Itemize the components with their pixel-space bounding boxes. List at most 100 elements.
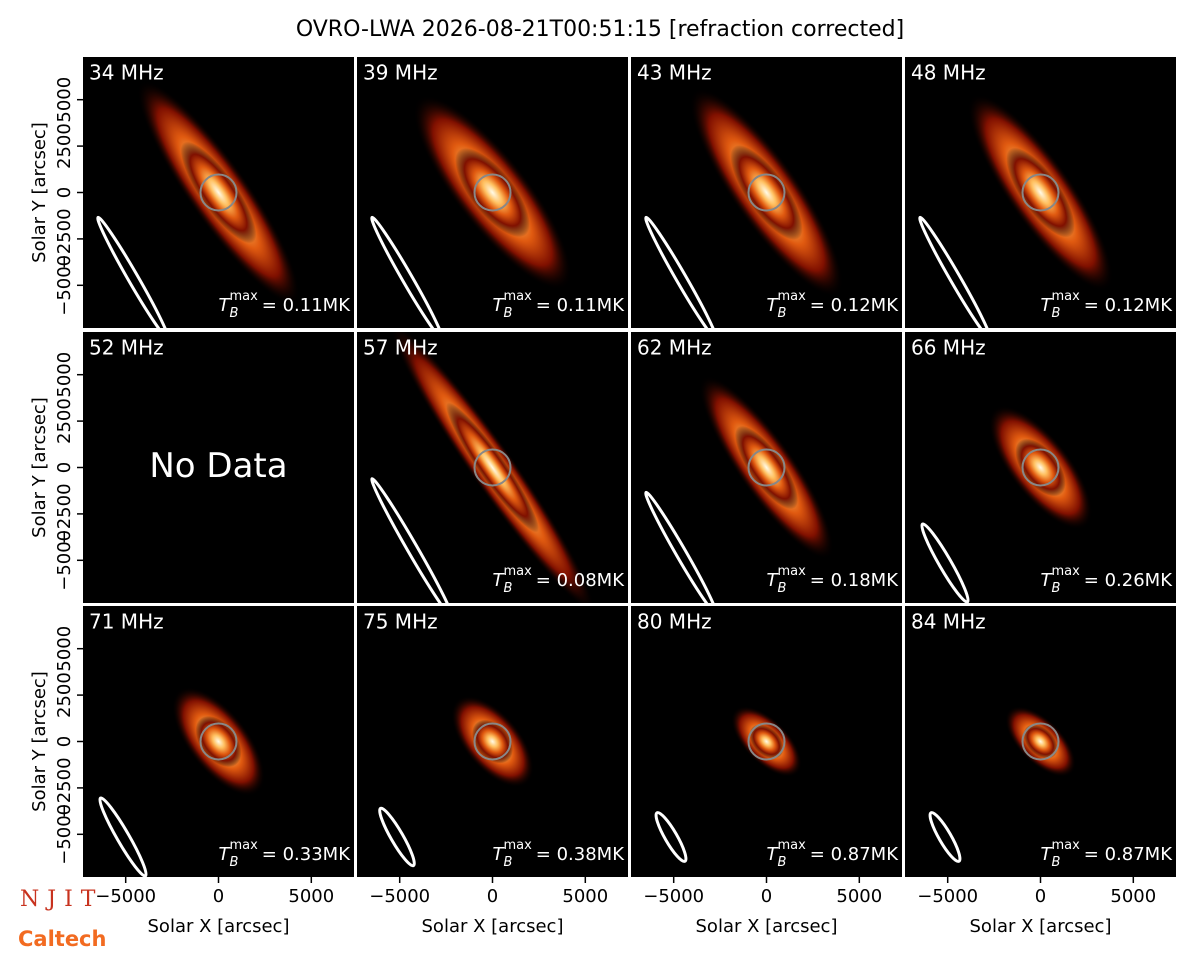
no-data: No Data: [149, 446, 287, 486]
annotation: TBmax = 0.26MK: [1041, 564, 1174, 596]
beam: [920, 522, 970, 603]
emission-core: [749, 724, 784, 759]
annotation: TBmax = 0.12MK: [767, 289, 900, 321]
annotation-text: = 0.26MK: [1084, 570, 1173, 591]
annotation-subscript: B: [504, 855, 513, 870]
x-tick-label: 5000: [562, 886, 608, 907]
annotation-superscript: max: [503, 838, 532, 853]
annotation-symbol: T: [219, 295, 232, 316]
emission-core: [734, 425, 799, 510]
panel-title: 52 MHz: [89, 336, 164, 360]
annotation-subscript: B: [230, 306, 239, 321]
annotation: TBmax = 0.11MK: [219, 289, 352, 321]
annotation-superscript: max: [1051, 838, 1080, 853]
annotation-text: = 0.18MK: [810, 570, 899, 591]
y-tick-label: −2500: [54, 208, 75, 269]
annotation-symbol: T: [219, 844, 232, 865]
panel: [631, 57, 902, 328]
annotation-symbol: T: [493, 295, 506, 316]
solar-disk: [1021, 173, 1060, 212]
panel-title: 84 MHz: [911, 610, 986, 634]
annotation-superscript: max: [777, 838, 806, 853]
beam: [378, 806, 416, 868]
y-tick-label: 0: [54, 736, 75, 747]
annotation: TBmax = 0.11MK: [493, 289, 626, 321]
y-tick-label: −5000: [54, 530, 75, 591]
solar-disk: [747, 173, 786, 212]
annotation-subscript: B: [778, 306, 787, 321]
x-tick-label: 0: [1035, 886, 1046, 907]
y-tick-label: 5000: [54, 626, 75, 672]
annotation: TBmax = 0.38MK: [493, 838, 626, 870]
solar-disk: [473, 448, 512, 487]
y-axis-label: Solar Y [arcsec]: [29, 397, 50, 538]
y-tick-label: −5000: [54, 804, 75, 865]
panel: [631, 606, 902, 877]
emission-core: [180, 141, 257, 244]
annotation: TBmax = 0.87MK: [767, 838, 900, 870]
solar-disk: [1021, 722, 1060, 761]
annotation: TBmax = 0.08MK: [493, 564, 626, 596]
solar-disk: [199, 722, 238, 761]
logo: Caltech: [18, 927, 106, 951]
annotation-symbol: T: [1041, 570, 1054, 591]
y-tick-label: 0: [54, 462, 75, 473]
annotation-text: = 0.12MK: [810, 295, 899, 316]
panel-title: 57 MHz: [363, 336, 438, 360]
panel: [905, 332, 1176, 603]
panel: [357, 332, 628, 603]
annotation-symbol: T: [767, 295, 780, 316]
panel: [83, 57, 354, 328]
x-tick-label: −5000: [643, 886, 704, 907]
panel-title: 43 MHz: [637, 61, 712, 85]
x-axis-label: Solar X [arcsec]: [148, 916, 290, 937]
solar-disk: [747, 722, 786, 761]
panel-title: 66 MHz: [911, 336, 986, 360]
annotation-superscript: max: [229, 838, 258, 853]
panel: [357, 606, 628, 877]
beam: [96, 215, 170, 328]
annotation-text: = 0.11MK: [536, 295, 625, 316]
annotation-superscript: max: [777, 289, 806, 304]
emission-core: [472, 719, 513, 764]
solar-disk: [473, 173, 512, 212]
emission-core: [1006, 147, 1075, 238]
annotation: TBmax = 0.87MK: [1041, 838, 1174, 870]
panel-title: 34 MHz: [89, 61, 164, 85]
panel: [905, 57, 1176, 328]
solar-disk: [473, 722, 512, 761]
panel: [357, 57, 628, 328]
annotation-superscript: max: [1051, 564, 1080, 579]
x-tick-label: 5000: [836, 886, 882, 907]
x-axis-label: Solar X [arcsec]: [970, 916, 1112, 937]
solar-disk: [747, 448, 786, 487]
beam: [370, 477, 454, 603]
panel-title: 62 MHz: [637, 336, 712, 360]
beam: [654, 811, 688, 863]
annotation-symbol: T: [767, 844, 780, 865]
x-tick-label: 5000: [288, 886, 334, 907]
y-tick-label: 2500: [54, 672, 75, 718]
annotation-subscript: B: [778, 581, 787, 596]
annotation-symbol: T: [767, 570, 780, 591]
annotation-subscript: B: [1052, 581, 1061, 596]
y-tick-label: 2500: [54, 398, 75, 444]
annotation-symbol: T: [1041, 295, 1054, 316]
annotation-subscript: B: [504, 306, 513, 321]
panel: [83, 606, 354, 877]
beam: [928, 811, 962, 863]
figure-title: OVRO-LWA 2026-08-21T00:51:15 [refraction…: [296, 17, 904, 42]
panel-background: [83, 332, 354, 603]
annotation-text: = 0.38MK: [536, 844, 625, 865]
y-tick-label: 5000: [54, 352, 75, 398]
solar-disk: [199, 173, 238, 212]
y-tick-label: 0: [54, 187, 75, 198]
annotation-superscript: max: [229, 289, 258, 304]
panel-title: 75 MHz: [363, 610, 438, 634]
annotation-superscript: max: [503, 564, 532, 579]
emission-core: [730, 145, 803, 240]
beam: [644, 490, 718, 603]
x-tick-label: 0: [487, 886, 498, 907]
annotation: TBmax = 0.12MK: [1041, 289, 1174, 321]
x-tick-label: −5000: [917, 886, 978, 907]
